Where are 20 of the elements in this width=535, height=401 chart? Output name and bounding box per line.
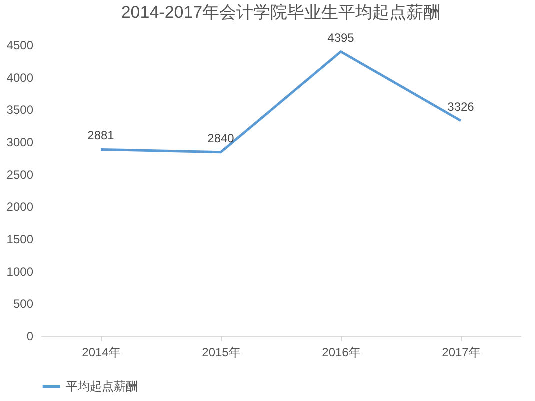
y-tick-label: 1500 bbox=[6, 232, 34, 246]
data-label: 4395 bbox=[328, 30, 355, 45]
y-tick-label: 500 bbox=[13, 297, 34, 312]
x-tick-label: 2017年 bbox=[442, 346, 481, 360]
data-label: 2840 bbox=[208, 131, 235, 146]
y-tick-label: 2500 bbox=[6, 168, 34, 182]
x-tick-label: 2014年 bbox=[82, 346, 121, 360]
y-tick-label: 4000 bbox=[6, 70, 34, 85]
data-label: 3326 bbox=[448, 100, 475, 114]
y-tick-label: 4500 bbox=[6, 38, 34, 52]
data-label: 2881 bbox=[88, 128, 115, 143]
y-tick-label: 2000 bbox=[6, 200, 34, 214]
chart-title: 2014-2017年会计学院毕业生平均起点薪酬 bbox=[121, 2, 441, 22]
y-tick-label: 0 bbox=[26, 330, 34, 344]
y-tick-label: 1000 bbox=[6, 264, 34, 279]
y-tick-label: 3000 bbox=[6, 136, 34, 150]
legend-label: 平均起点薪酬 bbox=[66, 380, 138, 394]
x-tick-label: 2016年 bbox=[322, 346, 361, 360]
y-tick-label: 3500 bbox=[6, 103, 34, 118]
x-tick-label: 2015年 bbox=[202, 346, 241, 360]
